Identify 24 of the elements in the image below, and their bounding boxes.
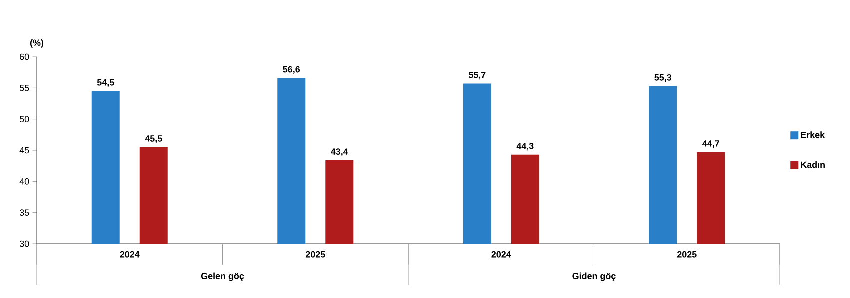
- legend-label: Erkek: [801, 132, 826, 138]
- y-tick-label: 55: [20, 85, 30, 92]
- y-tick-label: 35: [20, 210, 30, 216]
- text: Giden göç: [572, 272, 616, 282]
- data-label: 54,5: [97, 80, 114, 88]
- data-label: 55,7: [468, 72, 486, 80]
- y-axis-title: (%): [30, 39, 44, 48]
- y-tick-label: 40: [20, 178, 30, 185]
- data-label: 56,6: [283, 66, 300, 74]
- data-label: 45,5: [145, 136, 162, 144]
- y-tick-label: 30: [20, 240, 30, 248]
- y-tick-label: 45: [20, 147, 30, 154]
- data-label: 55,3: [654, 74, 672, 82]
- x-tick-label: 2024: [120, 251, 140, 258]
- x-tick-label: 2025: [677, 251, 697, 258]
- x-tick-label: 2025: [306, 251, 326, 258]
- data-label: 44,7: [702, 140, 720, 148]
- y-tick-label: 60: [20, 54, 30, 60]
- data-label: 44,3: [516, 143, 534, 151]
- text: Gelen göç: [201, 272, 244, 282]
- y-tick-label: 50: [20, 116, 30, 123]
- x-tick-label: 2024: [492, 251, 512, 258]
- legend-label: Kadın: [801, 161, 825, 168]
- data-label: 43,4: [331, 148, 348, 156]
